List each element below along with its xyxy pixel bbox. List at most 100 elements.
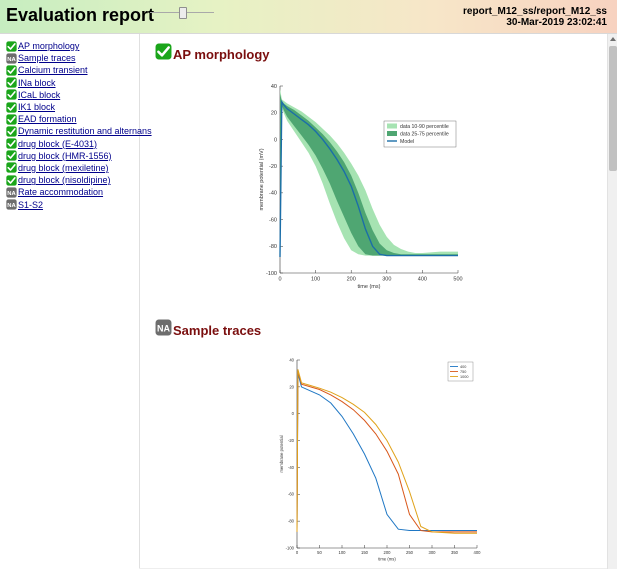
- check-icon: [6, 138, 17, 149]
- sidebar-item[interactable]: NA Sample traces: [6, 52, 152, 64]
- x-tick-label: 100: [311, 277, 320, 283]
- check-icon: [6, 65, 17, 76]
- sidebar: AP morphology NA Sample traces Calcium tran…: [0, 34, 152, 569]
- y-tick-label: -60: [269, 217, 277, 223]
- sidebar-nav: AP morphology NA Sample traces Calcium tran…: [6, 40, 152, 211]
- sidebar-item[interactable]: NA S1-S2: [6, 198, 152, 210]
- x-axis-label: time (ms): [358, 284, 381, 290]
- sidebar-link[interactable]: drug block (nisoldipine): [18, 175, 111, 186]
- trace-line: [296, 369, 477, 534]
- check-icon: [6, 126, 17, 137]
- sidebar-link[interactable]: IK1 block: [18, 102, 56, 113]
- sidebar-item[interactable]: Dynamic restitution and alternans: [6, 125, 152, 137]
- scrollbar-thumb[interactable]: [609, 46, 617, 171]
- sidebar-item[interactable]: AP morphology: [6, 40, 152, 52]
- sidebar-link[interactable]: INa block: [18, 77, 56, 88]
- report-timestamp: 30-Mar-2019 23:02:41: [506, 17, 607, 28]
- x-tick-label: 50: [317, 550, 322, 555]
- legend-label: 750: [460, 370, 466, 374]
- y-tick-label: 40: [271, 84, 277, 90]
- sidebar-item[interactable]: ICaL block: [6, 89, 152, 101]
- report-content: AP morphology 40 20 0 -20 -40 -60 -80 -100 0 100 2…: [140, 34, 607, 569]
- na-icon: NA: [6, 187, 17, 198]
- legend-label: data 25-75 percentile: [400, 131, 449, 137]
- y-tick-label: -40: [269, 191, 277, 197]
- section-title: AP morphology: [173, 46, 270, 62]
- y-tick-label: -80: [269, 244, 277, 250]
- x-tick-label: 250: [406, 550, 414, 555]
- sidebar-link[interactable]: ICaL block: [18, 89, 61, 100]
- sidebar-link[interactable]: drug block (mexiletine): [18, 162, 109, 173]
- section-title: Sample traces: [173, 322, 262, 338]
- y-axis-label: membrane potential: [279, 435, 284, 472]
- sidebar-link[interactable]: AP morphology: [18, 41, 80, 52]
- sidebar-item[interactable]: NA Rate accommodation: [6, 186, 152, 198]
- check-icon: [6, 77, 17, 88]
- legend-label: data 10-90 percentile: [400, 124, 449, 130]
- y-tick-label: -20: [288, 438, 295, 443]
- percentile-band: [280, 88, 458, 257]
- scroll-up-arrow-icon[interactable]: [610, 37, 616, 41]
- y-tick-label: -100: [266, 271, 277, 277]
- sidebar-link[interactable]: Sample traces: [18, 53, 76, 64]
- legend-label: Model: [400, 139, 414, 145]
- sidebar-item[interactable]: drug block (HMR-1556): [6, 150, 152, 162]
- sidebar-item[interactable]: Calcium transient: [6, 64, 152, 76]
- x-tick-label: 300: [382, 277, 391, 283]
- sidebar-item[interactable]: drug block (E-4031): [6, 138, 152, 150]
- svg-text:NA: NA: [7, 191, 16, 197]
- y-tick-label: 40: [289, 357, 294, 362]
- na-icon: NA: [6, 199, 17, 210]
- x-tick-label: 0: [296, 550, 299, 555]
- sidebar-link[interactable]: Dynamic restitution and alternans: [18, 126, 152, 137]
- y-tick-label: -20: [269, 164, 277, 170]
- x-tick-label: 300: [429, 550, 437, 555]
- trace-line: [296, 373, 477, 532]
- svg-text:NA: NA: [157, 323, 171, 333]
- sidebar-link[interactable]: drug block (HMR-1556): [18, 150, 112, 161]
- page-title: Evaluation report: [6, 5, 155, 25]
- sidebar-link[interactable]: Rate accommodation: [18, 187, 104, 198]
- sidebar-link[interactable]: EAD formation: [18, 114, 77, 125]
- sidebar-item[interactable]: drug block (mexiletine): [6, 162, 152, 174]
- check-icon: [6, 162, 17, 174]
- legend-label: 400: [460, 365, 466, 369]
- slider-thumb-icon[interactable]: [179, 7, 187, 19]
- check-icon: [6, 150, 17, 161]
- sidebar-link[interactable]: drug block (E-4031): [18, 138, 98, 149]
- y-tick-label: 20: [271, 111, 277, 117]
- legend-swatch: [387, 131, 397, 136]
- sidebar-link[interactable]: S1-S2: [18, 199, 44, 210]
- zoom-slider[interactable]: [150, 6, 214, 20]
- scrollbar[interactable]: [607, 34, 617, 569]
- report-header: Evaluation report report_M12_ss/report_M…: [0, 0, 617, 34]
- legend-label: 1000: [460, 375, 468, 379]
- sidebar-link[interactable]: Calcium transient: [18, 65, 88, 76]
- x-tick-label: 350: [451, 550, 459, 555]
- x-tick-label: 150: [361, 550, 369, 555]
- model-line: [279, 99, 458, 258]
- check-icon: [6, 89, 17, 100]
- x-axis-label: time (ms): [378, 556, 396, 561]
- na-icon: NA: [155, 319, 172, 341]
- check-icon: [155, 43, 172, 65]
- check-icon: [6, 40, 17, 52]
- section-sample-traces-title: NA Sample traces: [155, 319, 261, 341]
- sidebar-item[interactable]: EAD formation: [6, 113, 152, 125]
- legend-swatch: [387, 123, 397, 129]
- y-tick-label: 0: [292, 411, 295, 416]
- report-path: report_M12_ss/report_M12_ss: [463, 6, 607, 17]
- report-info: report_M12_ss/report_M12_ss 30-Mar-2019 …: [463, 6, 607, 28]
- y-tick-label: -100: [286, 545, 295, 550]
- svg-text:NA: NA: [7, 57, 16, 63]
- sidebar-item[interactable]: IK1 block: [6, 101, 152, 113]
- x-tick-label: 500: [453, 277, 462, 283]
- sidebar-item[interactable]: INa block: [6, 77, 152, 89]
- section-ap-morphology-title: AP morphology: [155, 43, 270, 65]
- y-tick-label: 20: [289, 384, 294, 389]
- x-tick-label: 400: [474, 550, 482, 555]
- sidebar-item[interactable]: drug block (nisoldipine): [6, 174, 152, 186]
